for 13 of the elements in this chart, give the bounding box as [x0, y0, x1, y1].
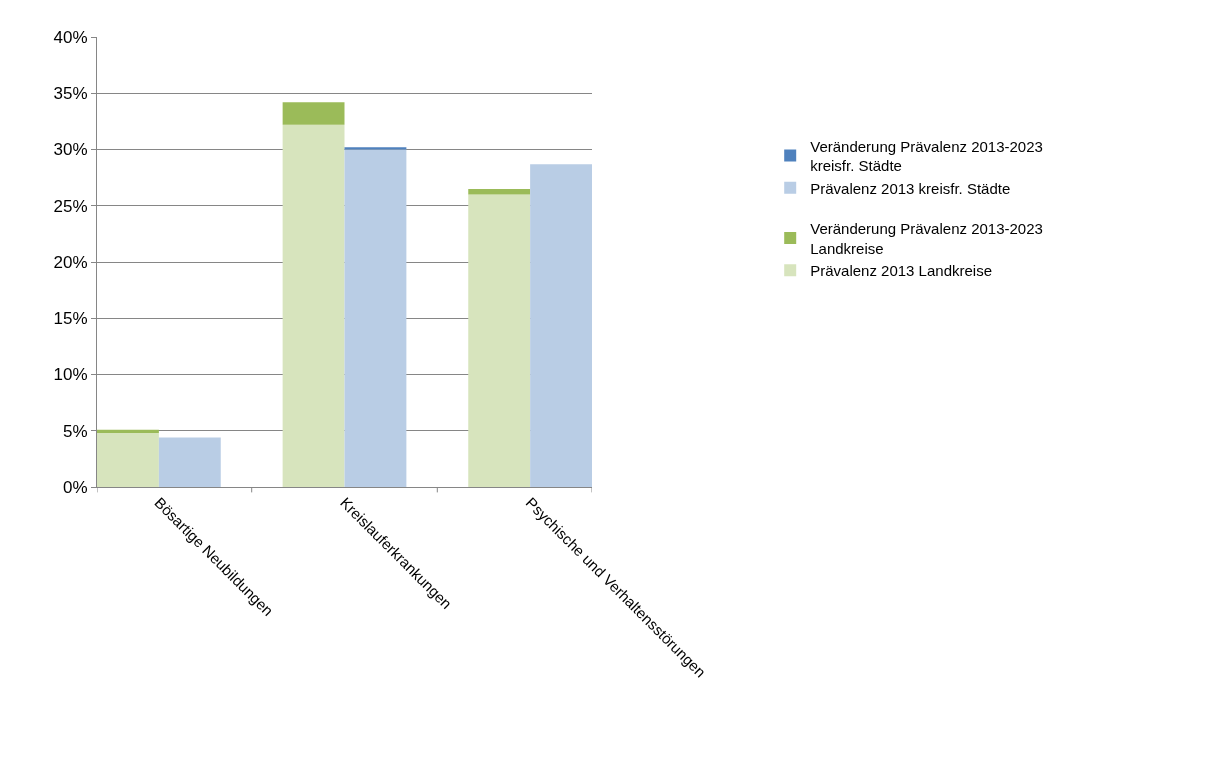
- legend-label: Prävalenz 2013 kreisfr. Städte: [810, 179, 1011, 197]
- y-tick-label: 15%: [53, 309, 88, 329]
- y-tick-label: 40%: [53, 27, 88, 47]
- legend-label: Veränderung Prävalenz 2013-2023 Landkreise: [810, 220, 1043, 257]
- y-tick-label: 20%: [53, 252, 88, 272]
- y-tick-label: 30%: [53, 140, 88, 160]
- y-tick-label: 35%: [53, 84, 88, 104]
- legend-label: Prävalenz 2013 Landkreise: [810, 262, 992, 280]
- y-tick-label: 5%: [63, 421, 88, 441]
- y-tick-label: 0%: [63, 477, 88, 497]
- y-tick-label: 10%: [53, 365, 88, 385]
- legend-label: Veränderung Prävalenz 2013-2023 kreisfr. Städte: [810, 137, 1043, 175]
- y-tick-label: 25%: [53, 196, 88, 216]
